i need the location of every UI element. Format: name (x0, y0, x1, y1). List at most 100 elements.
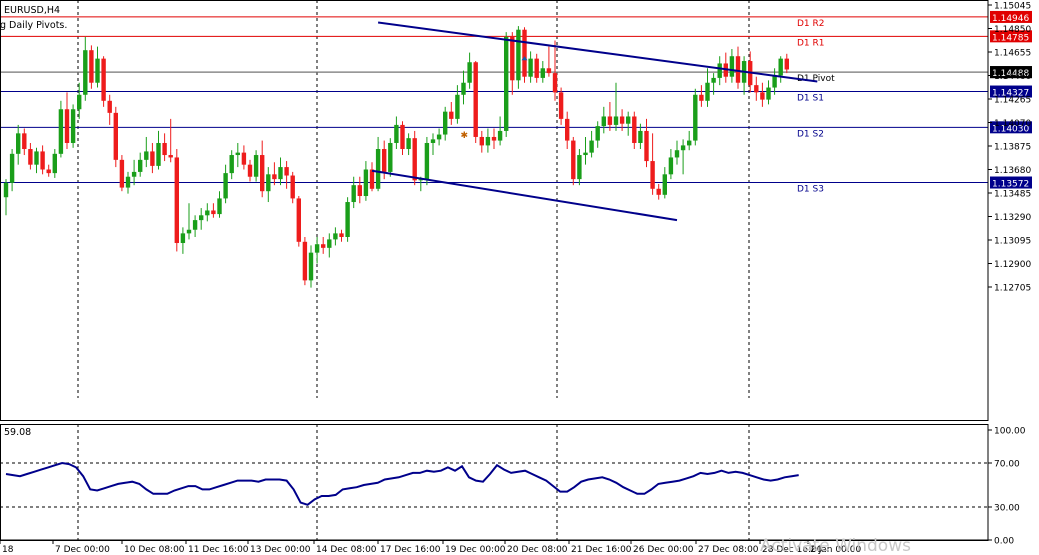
candle-body (302, 241, 308, 281)
candle (589, 130, 594, 158)
candle (638, 123, 643, 150)
candle-body (467, 62, 472, 83)
candle (180, 227, 186, 254)
candle-body (89, 50, 94, 83)
candle (705, 68, 710, 107)
candle (565, 111, 570, 150)
candle-body (308, 252, 314, 281)
candle-body (619, 116, 625, 124)
candle (491, 128, 497, 150)
candle-body (400, 124, 405, 150)
candle (772, 68, 777, 95)
candle (131, 159, 137, 186)
x-tick-label: 19 Dec 00:00 (445, 545, 506, 555)
candle (680, 139, 686, 175)
candle-body (784, 58, 789, 70)
candle (687, 130, 692, 151)
y-tick-label: 1.13680 (994, 166, 1031, 176)
candle (46, 164, 51, 177)
candle-body (497, 130, 503, 141)
pivot-price-tag (990, 121, 1032, 134)
candle-body (162, 142, 167, 156)
candle-body (138, 159, 143, 172)
x-tick-label: 7 Dec 00:00 (55, 545, 110, 555)
candle-body (70, 109, 76, 143)
candle-body (272, 174, 277, 180)
candle (644, 118, 649, 168)
candle (95, 46, 100, 88)
candle-body (351, 185, 356, 203)
candle-body (504, 36, 509, 131)
candle (394, 116, 399, 150)
candle (272, 162, 277, 186)
candle-body (168, 155, 173, 158)
osc-tick-label: 30.00 (994, 504, 1020, 514)
candle-body (52, 153, 57, 174)
candle-body (668, 157, 674, 175)
candle-body (125, 176, 131, 188)
candle-body (522, 29, 527, 77)
candle (327, 233, 332, 258)
oscillator-value: 59.08 (4, 427, 31, 438)
candle (528, 51, 533, 83)
candle-body (778, 58, 783, 76)
pivot-label: D1 S3 (797, 185, 824, 195)
candle-body (83, 50, 88, 95)
candle (296, 196, 301, 247)
candle (717, 56, 722, 86)
candle (595, 121, 600, 148)
candle (424, 136, 430, 186)
signal-marker: ✱ (461, 131, 469, 141)
y-tick-label: 1.14655 (994, 49, 1031, 59)
candle-body (430, 139, 436, 143)
candle (601, 106, 606, 134)
y-tick-label: 1.13485 (994, 190, 1031, 200)
candle (308, 245, 314, 288)
candle (668, 149, 674, 180)
pivot-price-value: 1.14946 (992, 14, 1029, 24)
candle (34, 147, 39, 174)
candle (70, 104, 76, 148)
indicator-title: g Daily Pivots. (0, 20, 67, 31)
candle-body (357, 185, 362, 197)
pivot-price-tag (990, 30, 1032, 43)
candle-body (205, 210, 210, 216)
candle (113, 106, 118, 168)
candle (186, 203, 192, 240)
candle (650, 133, 655, 195)
candle (351, 176, 356, 209)
candle (406, 133, 411, 156)
candle-body (644, 130, 649, 162)
candle-body (290, 175, 295, 199)
candle-body (650, 161, 655, 189)
candle-body (247, 164, 253, 177)
oscillator-line (5, 461, 799, 506)
candle (400, 121, 405, 156)
candle-body (473, 62, 478, 137)
trendline[interactable] (371, 169, 678, 222)
candle (77, 82, 82, 119)
candle-body (680, 145, 686, 151)
candle (229, 150, 234, 180)
candle-body (461, 82, 466, 95)
candle (369, 162, 375, 192)
candle-body (406, 138, 411, 150)
candle (339, 229, 344, 242)
candle (241, 145, 247, 170)
candle-body (174, 157, 179, 244)
candle (333, 227, 338, 246)
candle-body (314, 244, 320, 253)
trendline[interactable] (377, 21, 818, 83)
pivot-price-tag (990, 10, 1032, 23)
y-tick-label: 1.12900 (994, 260, 1031, 270)
candle (583, 136, 588, 165)
pivot-price-value: 1.13572 (992, 180, 1029, 190)
candle (754, 76, 759, 101)
candle (626, 111, 631, 136)
candle (784, 53, 789, 74)
candle-body (101, 58, 106, 101)
current-price-value: 1.14488 (992, 69, 1029, 79)
candle-body (260, 155, 265, 192)
candle-body (424, 142, 430, 180)
